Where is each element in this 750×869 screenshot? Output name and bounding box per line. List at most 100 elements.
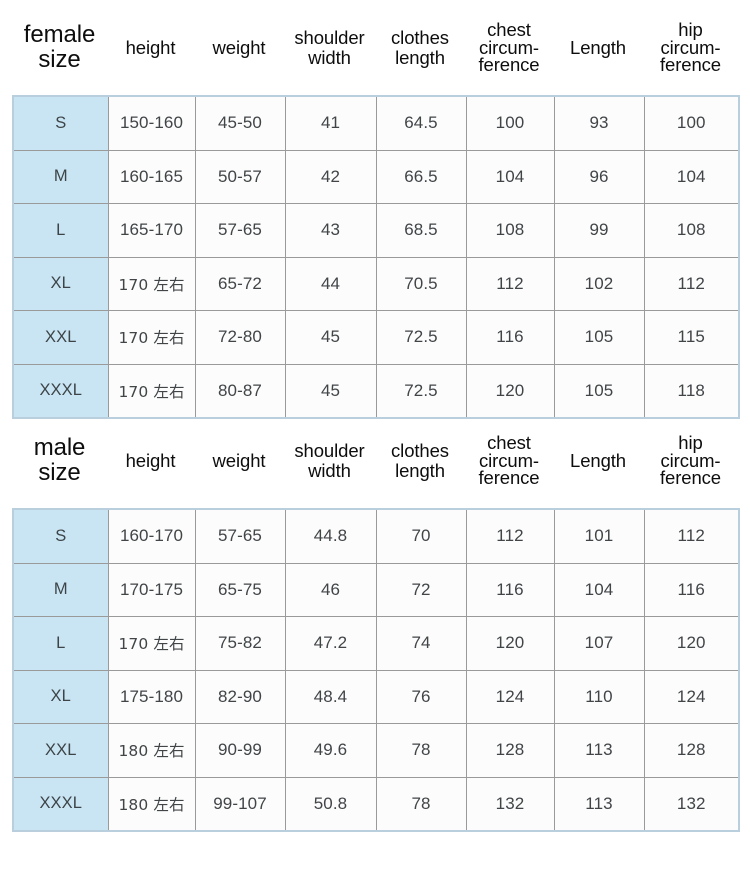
column-header-chest: chest circum- ference <box>478 18 540 76</box>
cell-size: XXL <box>12 310 109 365</box>
cell-weight: 57-65 <box>194 508 286 564</box>
cell-hip: 104 <box>643 149 740 204</box>
cell-hip: 115 <box>643 310 740 365</box>
male-size-chart: S 160-170 57-65 44.8 70 112 101 112 M 170-175 65-7… <box>12 508 740 832</box>
column-header-height: height <box>125 36 176 58</box>
male-size-chart-block: male size height weight shoulder width cloth… <box>0 413 750 832</box>
cell-hip: 124 <box>643 669 740 724</box>
column-header-length: Length <box>570 36 626 58</box>
cell-weight: 65-72 <box>194 256 286 311</box>
cell-chest: 116 <box>465 310 555 365</box>
cell-length: 96 <box>553 149 645 204</box>
cell-length: 107 <box>553 616 645 671</box>
cell-length: 105 <box>553 363 645 419</box>
cell-weight: 82-90 <box>194 669 286 724</box>
cell-chest: 120 <box>465 616 555 671</box>
cell-shoulder: 48.4 <box>284 669 377 724</box>
cell-weight: 65-75 <box>194 562 286 617</box>
cell-shoulder: 45 <box>284 310 377 365</box>
table-row: S 150-160 45-50 41 64.5 100 93 100 <box>12 95 740 151</box>
table-row: XXXL 180 左右 99-107 50.8 78 132 113 132 <box>12 776 740 832</box>
cell-hip: 116 <box>643 562 740 617</box>
cell-shoulder: 44.8 <box>284 508 377 564</box>
cell-weight: 90-99 <box>194 723 286 778</box>
cell-weight: 57-65 <box>194 203 286 258</box>
cell-clothes: 64.5 <box>375 95 467 151</box>
cell-shoulder: 49.6 <box>284 723 377 778</box>
cell-shoulder: 44 <box>284 256 377 311</box>
cell-size: M <box>12 149 109 204</box>
cell-hip: 100 <box>643 95 740 151</box>
cell-size: XXXL <box>12 776 109 832</box>
cell-shoulder: 50.8 <box>284 776 377 832</box>
cell-clothes: 72 <box>375 562 467 617</box>
cell-clothes: 70 <box>375 508 467 564</box>
cell-hip: 120 <box>643 616 740 671</box>
cell-weight: 80-87 <box>194 363 286 419</box>
cell-size: S <box>12 508 109 564</box>
cell-height: 170 左右 <box>107 256 196 311</box>
cell-height: 160-165 <box>107 149 196 204</box>
column-header-length: Length <box>570 449 626 471</box>
cell-chest: 104 <box>465 149 555 204</box>
cell-chest: 116 <box>465 562 555 617</box>
table-row: S 160-170 57-65 44.8 70 112 101 112 <box>12 508 740 564</box>
cell-weight: 45-50 <box>194 95 286 151</box>
table-row: XXL 170 左右 72-80 45 72.5 116 105 115 <box>12 310 740 365</box>
cell-height: 165-170 <box>107 203 196 258</box>
cell-height: 170-175 <box>107 562 196 617</box>
cell-clothes: 74 <box>375 616 467 671</box>
cell-chest: 120 <box>465 363 555 419</box>
cell-clothes: 76 <box>375 669 467 724</box>
cell-shoulder: 45 <box>284 363 377 419</box>
cell-text: 180 左右 <box>118 795 185 814</box>
cell-hip: 132 <box>643 776 740 832</box>
cell-shoulder: 42 <box>284 149 377 204</box>
table-row: L 170 左右 75-82 47.2 74 120 107 120 <box>12 616 740 671</box>
cell-length: 102 <box>553 256 645 311</box>
cell-chest: 128 <box>465 723 555 778</box>
column-header-size: female size <box>23 21 96 73</box>
table-header-row: male size height weight shoulder width cloth… <box>0 413 750 508</box>
cell-length: 105 <box>553 310 645 365</box>
cell-shoulder: 41 <box>284 95 377 151</box>
cell-clothes: 70.5 <box>375 256 467 311</box>
cell-clothes: 78 <box>375 776 467 832</box>
table-row: M 170-175 65-75 46 72 116 104 116 <box>12 562 740 617</box>
column-header-chest: chest circum- ference <box>478 431 540 489</box>
cell-weight: 72-80 <box>194 310 286 365</box>
column-header-weight: weight <box>212 449 266 471</box>
cell-text: 180 左右 <box>118 742 185 761</box>
cell-clothes: 68.5 <box>375 203 467 258</box>
cell-shoulder: 43 <box>284 203 377 258</box>
cell-shoulder: 47.2 <box>284 616 377 671</box>
cell-length: 110 <box>553 669 645 724</box>
table-row: XL 175-180 82-90 48.4 76 124 110 124 <box>12 669 740 724</box>
cell-height: 160-170 <box>107 508 196 564</box>
column-header-clothes: clothes length <box>391 440 449 481</box>
table-row: M 160-165 50-57 42 66.5 104 96 104 <box>12 149 740 204</box>
cell-weight: 50-57 <box>194 149 286 204</box>
cell-hip: 112 <box>643 256 740 311</box>
table-row: XXXL 170 左右 80-87 45 72.5 120 105 118 <box>12 363 740 419</box>
column-header-hip: hip circum- ference <box>659 431 721 489</box>
cell-length: 93 <box>553 95 645 151</box>
column-header-height: height <box>125 449 176 471</box>
female-size-chart: S 150-160 45-50 41 64.5 100 93 100 M 160-165 50-57… <box>12 95 740 419</box>
cell-clothes: 78 <box>375 723 467 778</box>
cell-height: 180 左右 <box>107 723 196 778</box>
column-header-clothes: clothes length <box>391 27 449 68</box>
cell-size: XXL <box>12 723 109 778</box>
cell-size: M <box>12 562 109 617</box>
cell-height: 150-160 <box>107 95 196 151</box>
cell-length: 99 <box>553 203 645 258</box>
table-row: XXL 180 左右 90-99 49.6 78 128 113 128 <box>12 723 740 778</box>
cell-hip: 108 <box>643 203 740 258</box>
cell-size: XL <box>12 256 109 311</box>
column-header-hip: hip circum- ference <box>659 18 721 76</box>
column-header-shoulder: shoulder width <box>294 440 365 481</box>
column-header-weight: weight <box>212 36 266 58</box>
cell-text: 170 左右 <box>118 635 185 654</box>
cell-size: L <box>12 616 109 671</box>
column-header-size: male size <box>33 434 86 486</box>
